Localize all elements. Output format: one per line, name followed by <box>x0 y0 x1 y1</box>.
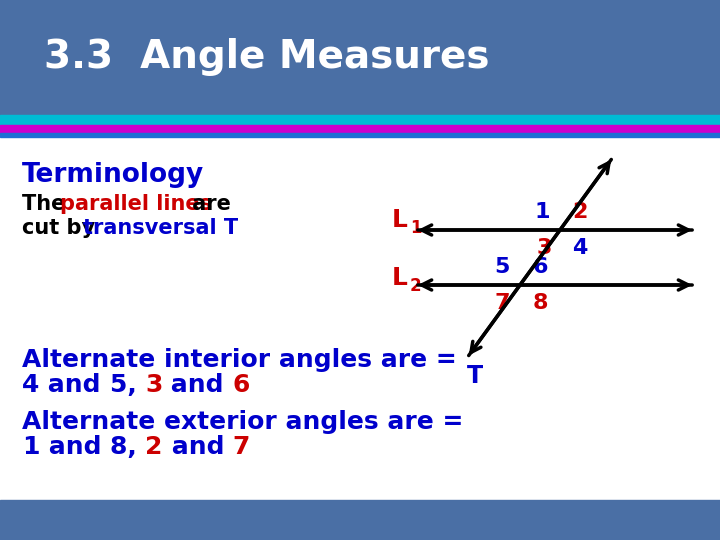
Text: 1: 1 <box>534 202 550 222</box>
Text: The: The <box>22 194 73 214</box>
Text: cut by: cut by <box>22 218 102 238</box>
Text: Terminology: Terminology <box>22 162 204 188</box>
Text: 1: 1 <box>22 435 40 459</box>
Bar <box>0 125 720 133</box>
Text: 3: 3 <box>536 238 552 258</box>
Text: 7: 7 <box>233 435 251 459</box>
Bar <box>0 115 720 125</box>
Text: 8: 8 <box>532 293 548 313</box>
Text: transversal T: transversal T <box>83 218 238 238</box>
Bar <box>0 0 720 115</box>
Text: 1: 1 <box>410 219 421 237</box>
Text: parallel lines: parallel lines <box>60 194 212 214</box>
Text: 3.3  Angle Measures: 3.3 Angle Measures <box>44 38 490 77</box>
Text: 4: 4 <box>572 238 588 258</box>
Text: 5,: 5, <box>109 373 145 397</box>
Text: and: and <box>40 373 109 397</box>
Text: Alternate interior angles are =: Alternate interior angles are = <box>22 348 456 372</box>
Text: 5: 5 <box>495 257 510 277</box>
Text: Alternate exterior angles are =: Alternate exterior angles are = <box>22 410 464 434</box>
Text: are: are <box>185 194 231 214</box>
Text: 6: 6 <box>233 373 250 397</box>
Text: and: and <box>40 435 109 459</box>
Text: and: and <box>163 435 233 459</box>
Text: L: L <box>392 266 408 290</box>
Text: 6: 6 <box>532 257 548 277</box>
Text: 7: 7 <box>494 293 510 313</box>
Bar <box>0 133 720 137</box>
Text: 2: 2 <box>410 277 422 295</box>
Text: L: L <box>392 208 408 232</box>
Text: 3: 3 <box>145 373 163 397</box>
Bar <box>0 137 720 500</box>
Text: 2: 2 <box>572 202 588 222</box>
Text: T: T <box>467 364 483 388</box>
Text: 8,: 8, <box>109 435 145 459</box>
Text: and: and <box>163 373 233 397</box>
Text: 2: 2 <box>145 435 163 459</box>
Bar <box>0 500 720 540</box>
Text: 4: 4 <box>22 373 40 397</box>
